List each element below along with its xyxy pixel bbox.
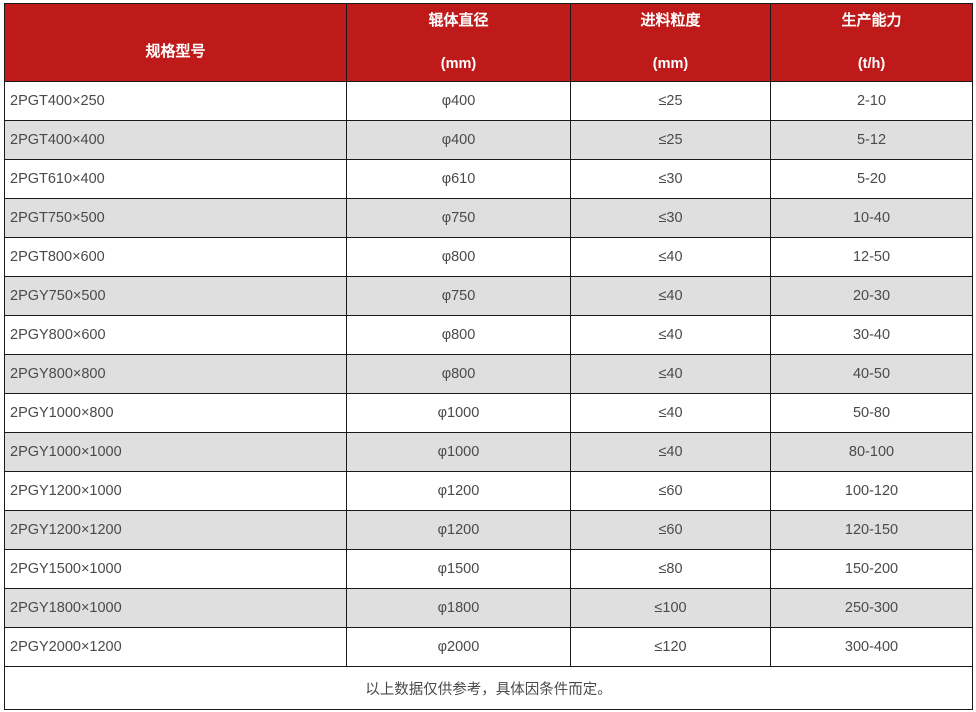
cell-feed-size: ≤60 [570,510,771,550]
table-row: 2PGT750×500 φ750 ≤30 10-40 [4,198,973,238]
cell-model: 2PGY750×500 [4,276,347,316]
cell-roller-diameter: φ1000 [346,432,571,472]
cell-feed-size: ≤30 [570,159,771,199]
cell-feed-size: ≤25 [570,120,771,160]
cell-capacity: 12-50 [770,237,973,277]
table-row: 2PGT610×400 φ610 ≤30 5-20 [4,159,973,199]
cell-roller-diameter: φ800 [346,237,571,277]
cell-feed-size: ≤40 [570,354,771,394]
column-header-diameter: 辊体直径 (mm) [346,3,571,82]
cell-model: 2PGY1000×800 [4,393,347,433]
cell-feed-size: ≤80 [570,549,771,589]
table-row: 2PGT400×400 φ400 ≤25 5-12 [4,120,973,160]
cell-model: 2PGY1800×1000 [4,588,347,628]
cell-roller-diameter: φ800 [346,315,571,355]
cell-capacity: 150-200 [770,549,973,589]
cell-capacity: 120-150 [770,510,973,550]
cell-capacity: 250-300 [770,588,973,628]
cell-roller-diameter: φ1200 [346,510,571,550]
cell-roller-diameter: φ1200 [346,471,571,511]
cell-capacity: 80-100 [770,432,973,472]
cell-model: 2PGY1500×1000 [4,549,347,589]
cell-roller-diameter: φ1500 [346,549,571,589]
cell-model: 2PGT750×500 [4,198,347,238]
table-row: 2PGY1200×1200 φ1200 ≤60 120-150 [4,510,973,550]
cell-feed-size: ≤30 [570,198,771,238]
cell-model: 2PGT800×600 [4,237,347,277]
table-row: 2PGY800×800 φ800 ≤40 40-50 [4,354,973,394]
column-header-model-label: 规格型号 [145,43,206,61]
table-row: 2PGY800×600 φ800 ≤40 30-40 [4,315,973,355]
cell-capacity: 5-12 [770,120,973,160]
footnote-row: 以上数据仅供参考，具体因条件而定。 [4,666,973,710]
cell-feed-size: ≤40 [570,237,771,277]
cell-roller-diameter: φ1000 [346,393,571,433]
table-header: 规格型号 辊体直径 (mm) 进料粒度 (mm) 生产能力 (t/h) [4,3,973,82]
cell-capacity: 50-80 [770,393,973,433]
cell-capacity: 40-50 [770,354,973,394]
cell-feed-size: ≤100 [570,588,771,628]
cell-model: 2PGY2000×1200 [4,627,347,667]
cell-roller-diameter: φ800 [346,354,571,394]
cell-capacity: 10-40 [770,198,973,238]
column-header-capacity-label: 生产能力 [841,12,902,30]
table-row: 2PGY1800×1000 φ1800 ≤100 250-300 [4,588,973,628]
cell-model: 2PGY800×800 [4,354,347,394]
column-header-capacity-unit: (t/h) [857,55,886,72]
cell-roller-diameter: φ750 [346,276,571,316]
column-header-model: 规格型号 [4,3,347,82]
cell-model: 2PGY800×600 [4,315,347,355]
footnote-text: 以上数据仅供参考，具体因条件而定。 [4,666,973,710]
cell-feed-size: ≤40 [570,315,771,355]
table-row: 2PGY750×500 φ750 ≤40 20-30 [4,276,973,316]
cell-capacity: 5-20 [770,159,973,199]
table-body: 2PGT400×250 φ400 ≤25 2-10 2PGT400×400 φ400 ≤25… [4,81,973,667]
table-row: 2PGY1500×1000 φ1500 ≤80 150-200 [4,549,973,589]
table-row: 2PGY1000×1000 φ1000 ≤40 80-100 [4,432,973,472]
cell-roller-diameter: φ750 [346,198,571,238]
cell-feed-size: ≤40 [570,393,771,433]
table-row: 2PGY1000×800 φ1000 ≤40 50-80 [4,393,973,433]
cell-roller-diameter: φ610 [346,159,571,199]
column-header-feed-size-unit: (mm) [652,55,689,72]
cell-feed-size: ≤120 [570,627,771,667]
table-row: 2PGY1200×1000 φ1200 ≤60 100-120 [4,471,973,511]
cell-roller-diameter: φ1800 [346,588,571,628]
cell-capacity: 30-40 [770,315,973,355]
cell-model: 2PGY1200×1000 [4,471,347,511]
cell-capacity: 20-30 [770,276,973,316]
column-header-capacity: 生产能力 (t/h) [770,3,973,82]
cell-model: 2PGT610×400 [4,159,347,199]
column-header-feed-size: 进料粒度 (mm) [570,3,771,82]
cell-roller-diameter: φ400 [346,81,571,121]
cell-model: 2PGY1000×1000 [4,432,347,472]
cell-capacity: 300-400 [770,627,973,667]
cell-model: 2PGT400×250 [4,81,347,121]
table-row: 2PGY2000×1200 φ2000 ≤120 300-400 [4,627,973,667]
cell-capacity: 100-120 [770,471,973,511]
cell-feed-size: ≤40 [570,276,771,316]
cell-roller-diameter: φ2000 [346,627,571,667]
specification-table: 规格型号 辊体直径 (mm) 进料粒度 (mm) 生产能力 (t/h) 2PGT… [4,3,973,710]
cell-feed-size: ≤60 [570,471,771,511]
cell-roller-diameter: φ400 [346,120,571,160]
column-header-diameter-label: 辊体直径 [428,12,489,30]
cell-capacity: 2-10 [770,81,973,121]
header-row: 规格型号 辊体直径 (mm) 进料粒度 (mm) 生产能力 (t/h) [4,3,973,82]
column-header-diameter-unit: (mm) [440,55,477,72]
table-row: 2PGT400×250 φ400 ≤25 2-10 [4,81,973,121]
table-footer: 以上数据仅供参考，具体因条件而定。 [4,666,973,710]
cell-model: 2PGY1200×1200 [4,510,347,550]
cell-feed-size: ≤40 [570,432,771,472]
column-header-feed-size-label: 进料粒度 [640,12,701,30]
cell-feed-size: ≤25 [570,81,771,121]
cell-model: 2PGT400×400 [4,120,347,160]
table-row: 2PGT800×600 φ800 ≤40 12-50 [4,237,973,277]
